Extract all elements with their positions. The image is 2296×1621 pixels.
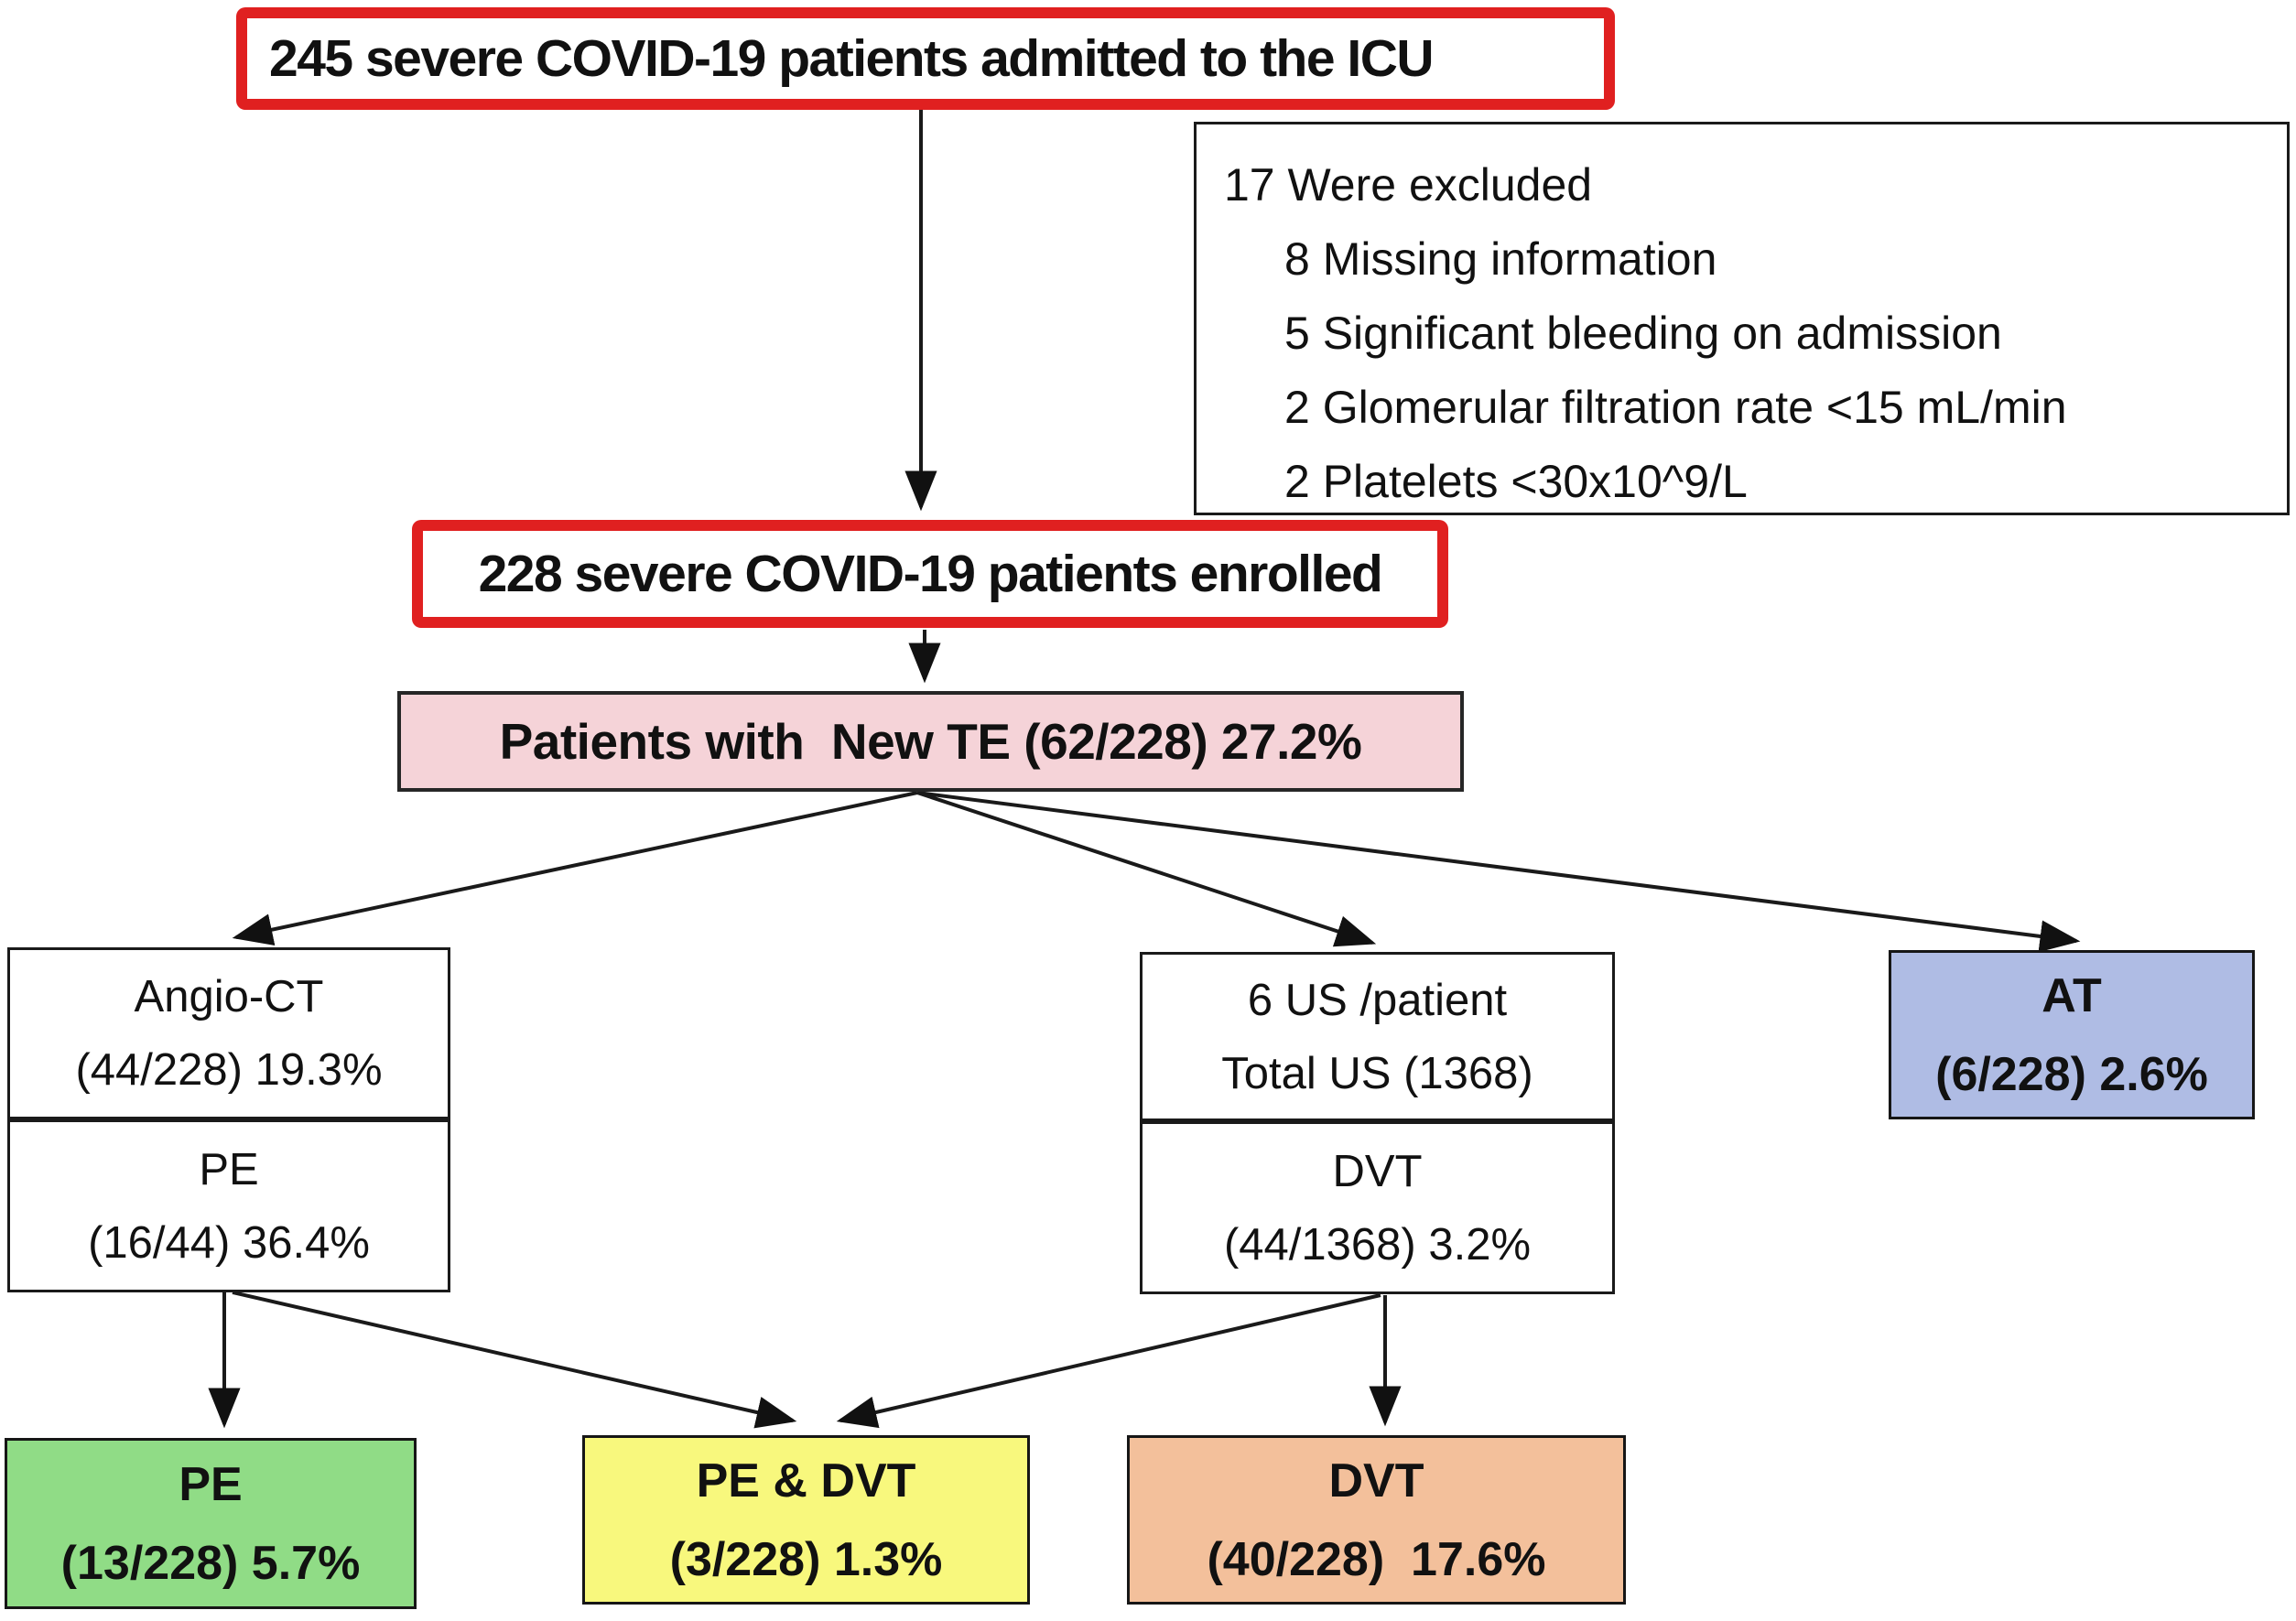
arrow-newte-to-us: [916, 791, 1377, 947]
pe-rate-box: PE (16/44) 36.4%: [7, 1119, 450, 1292]
enrolled-label: 228 severe COVID-19 patients enrolled: [478, 545, 1383, 603]
dvt-rate-box: DVT (44/1368) 3.2%: [1140, 1121, 1615, 1294]
arrow-newte-to-angioct: [232, 791, 918, 946]
arrow-newte-to-at: [916, 791, 2081, 953]
arrow-dvt-sub-to-pedvt: [836, 1293, 1381, 1429]
dvt-outcome-title: DVT: [1328, 1453, 1424, 1508]
dvt-outcome-box: DVT (40/228) 17.6%: [1127, 1435, 1626, 1605]
pe-dvt-outcome-value: (3/228) 1.3%: [669, 1532, 943, 1586]
excluded-item-bleeding: 5 Significant bleeding on admission: [1284, 308, 2002, 359]
dvt-outcome-value: (40/228) 17.6%: [1207, 1532, 1546, 1586]
angio-ct-box: Angio-CT (44/228) 19.3%: [7, 947, 450, 1119]
pe-rate-value: (16/44) 36.4%: [88, 1217, 370, 1268]
arrow-pe-sub-to-pedvt: [232, 1291, 797, 1429]
angio-ct-title: Angio-CT: [134, 972, 324, 1021]
us-value: Total US (1368): [1221, 1048, 1533, 1098]
new-te-box: Patients with New TE (62/228) 27.2%: [397, 691, 1464, 792]
us-title: 6 US /patient: [1247, 975, 1508, 1025]
dvt-rate-value: (44/1368) 3.2%: [1223, 1219, 1532, 1270]
excluded-item-platelets: 2 Platelets <30x10^9/L: [1284, 456, 1748, 507]
at-box: AT (6/228) 2.6%: [1889, 950, 2255, 1119]
at-value: (6/228) 2.6%: [1935, 1047, 2208, 1101]
excluded-item-missing-info: 8 Missing information: [1284, 233, 1717, 285]
angio-ct-value: (44/228) 19.3%: [75, 1045, 383, 1095]
excluded-title: 17 Were excluded: [1224, 159, 1593, 211]
enrolled-box: 228 severe COVID-19 patients enrolled: [412, 520, 1448, 628]
pe-outcome-value: (13/228) 5.7%: [60, 1536, 361, 1590]
pe-dvt-outcome-title: PE & DVT: [696, 1453, 916, 1508]
us-box: 6 US /patient Total US (1368): [1140, 952, 1615, 1121]
admitted-box: 245 severe COVID-19 patients admitted to…: [236, 7, 1615, 110]
pe-rate-title: PE: [199, 1144, 259, 1194]
dvt-rate-title: DVT: [1332, 1146, 1423, 1196]
admitted-label: 245 severe COVID-19 patients admitted to…: [269, 29, 1435, 88]
pe-outcome-title: PE: [179, 1457, 243, 1511]
excluded-box: 17 Were excluded 8 Missing information 5…: [1194, 122, 2290, 515]
at-title: AT: [2041, 968, 2102, 1022]
new-te-label: Patients with New TE (62/228) 27.2%: [499, 713, 1362, 770]
pe-outcome-box: PE (13/228) 5.7%: [5, 1438, 417, 1609]
pe-dvt-outcome-box: PE & DVT (3/228) 1.3%: [582, 1435, 1030, 1605]
excluded-item-gfr: 2 Glomerular filtration rate <15 mL/min: [1284, 382, 2067, 433]
